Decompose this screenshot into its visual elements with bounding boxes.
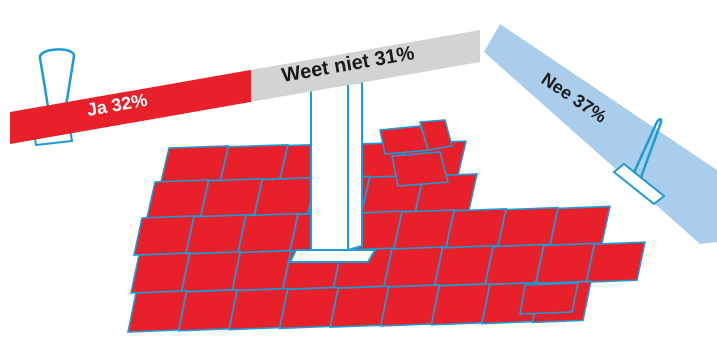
floor-tile	[145, 179, 210, 219]
floor-tile	[180, 250, 242, 293]
bar-nee	[484, 24, 717, 244]
pillar-illustration	[288, 80, 377, 263]
floor-tile	[585, 241, 646, 284]
floor-tile	[228, 287, 289, 331]
bar-ja	[10, 69, 252, 144]
floor-tile	[127, 290, 188, 333]
floor-tile	[159, 145, 230, 183]
floor-tile	[219, 143, 289, 182]
floor-tile	[549, 205, 611, 247]
floor-tile	[379, 284, 441, 327]
floor-tile	[430, 282, 491, 326]
floor-tile	[484, 243, 545, 286]
floor-tile	[177, 288, 239, 332]
floor-tile	[418, 119, 454, 151]
floor-tile	[329, 285, 390, 329]
bar-weet-niet	[251, 30, 480, 102]
nee-bar-clip-illustration	[612, 118, 666, 206]
floor-tile	[231, 249, 292, 292]
floor-tile	[185, 213, 247, 255]
floor-tile	[383, 246, 444, 288]
floor-tile	[519, 282, 579, 315]
floor-tile	[278, 286, 340, 330]
floor-tile	[393, 209, 455, 250]
floor-tile	[391, 151, 450, 187]
floor-tile	[445, 207, 507, 249]
tiled-floor-illustration	[127, 119, 646, 333]
floor-tile	[237, 212, 299, 254]
floor-tile	[497, 206, 559, 248]
floor-tile	[433, 244, 495, 287]
floor-tile	[130, 252, 191, 294]
floor-tile	[199, 177, 264, 218]
floor-tile	[133, 215, 195, 256]
floor-tile	[253, 176, 318, 217]
floor-tile	[534, 242, 596, 285]
